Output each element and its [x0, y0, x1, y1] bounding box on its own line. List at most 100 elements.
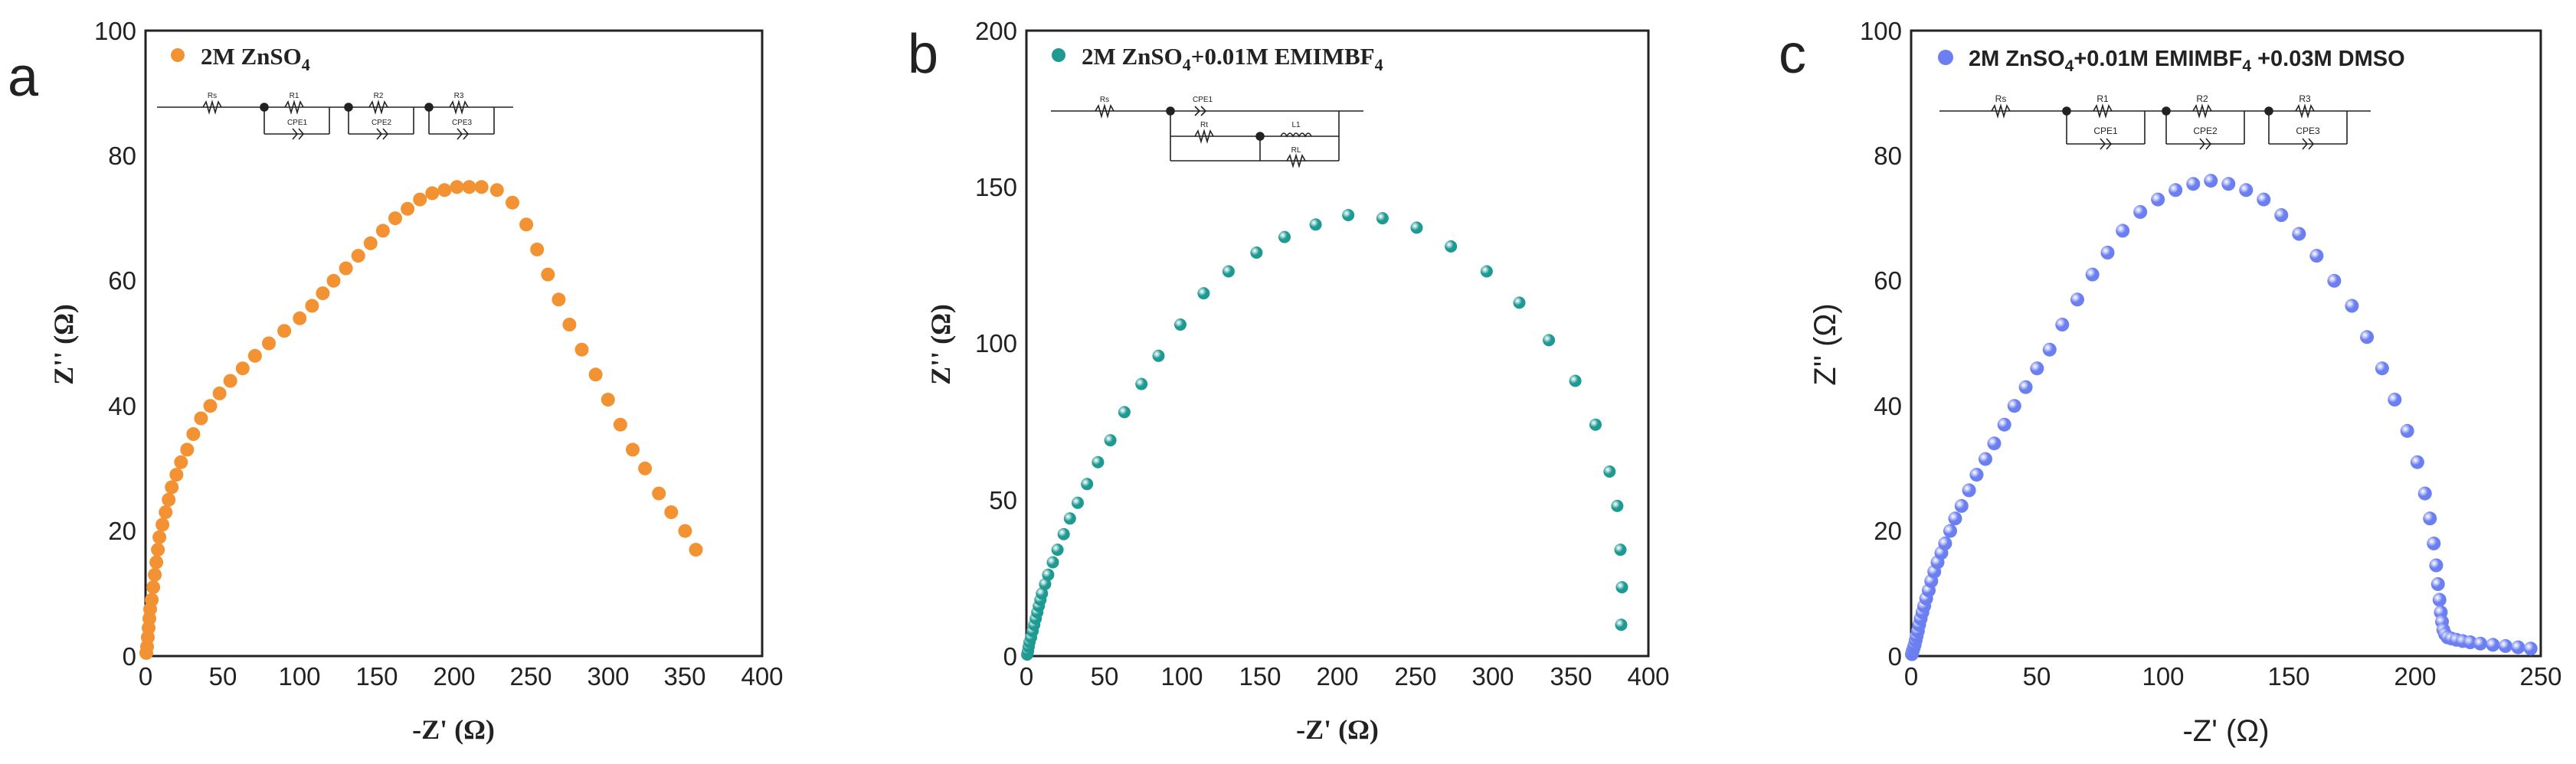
y-ticks-c: 0 20 40 60 80 100: [1860, 17, 1902, 671]
data-point: [316, 286, 330, 301]
inset-circuit-labels-c: Rs R1 CPE1 R2 CPE2 R3 CPE3: [1995, 93, 2320, 136]
y-axis-label-c: Z'' (Ω): [1808, 303, 1842, 385]
data-point: [1948, 511, 1962, 526]
data-point: [1072, 496, 1084, 509]
data-point: [351, 249, 365, 263]
x-tick-label: 150: [355, 662, 398, 691]
data-point: [2400, 423, 2414, 438]
data-point: [2432, 593, 2447, 607]
circuit-label: CPE3: [2296, 126, 2320, 136]
circuit-label: L1: [1291, 121, 1301, 129]
data-point: [530, 242, 545, 256]
data-points-b: [1021, 209, 1628, 661]
plot-frame-b: [1025, 29, 1650, 658]
data-point: [293, 311, 307, 325]
data-point: [388, 211, 402, 226]
data-point: [180, 442, 195, 457]
data-point: [1954, 498, 1969, 513]
circuit-label: Rs: [1100, 96, 1109, 104]
y-tick-label: 0: [123, 642, 136, 671]
x-tick-label: 150: [1239, 662, 1281, 691]
data-point: [552, 292, 566, 307]
data-point: [689, 543, 703, 557]
data-point: [1042, 568, 1055, 581]
data-point: [1611, 499, 1624, 512]
data-point: [2292, 227, 2306, 241]
data-point: [262, 336, 276, 351]
data-point: [2417, 486, 2432, 501]
y-tick-label: 50: [989, 486, 1017, 514]
data-point: [413, 192, 427, 207]
data-point: [1092, 455, 1105, 469]
data-point: [2070, 292, 2084, 307]
data-point: [1603, 465, 1616, 478]
data-point: [1152, 349, 1165, 362]
data-point: [1615, 619, 1628, 632]
legend-label-a: 2M ZnSO4: [201, 43, 310, 74]
circuit-label: RL: [1291, 146, 1301, 155]
circuit-label: R3: [2299, 93, 2311, 104]
data-point: [601, 393, 615, 406]
y-tick-label: 100: [975, 329, 1017, 358]
data-point: [339, 261, 353, 276]
data-point: [2133, 204, 2148, 219]
x-tick-label: 400: [1627, 662, 1669, 691]
circuit-label: Rs: [1995, 93, 2007, 104]
y-tick-label: 40: [108, 392, 136, 420]
data-point: [2410, 455, 2424, 469]
y-axis-label-a: Z'' (Ω): [48, 304, 79, 385]
data-point: [148, 567, 162, 582]
inset-circuit-b: [1051, 103, 1363, 168]
data-point: [235, 361, 250, 376]
data-point: [2360, 330, 2375, 344]
data-point: [652, 486, 666, 501]
data-point: [2309, 249, 2324, 263]
x-tick-label: 250: [1394, 662, 1436, 691]
data-point: [151, 543, 165, 557]
data-point: [2239, 183, 2254, 198]
data-point: [2327, 273, 2342, 288]
legend-c: 2M ZnSO4+0.01M EMIMBF4 +0.03M DMSO: [1938, 47, 2405, 75]
data-point: [305, 299, 319, 313]
data-point: [1063, 512, 1076, 525]
data-point: [2388, 393, 2402, 406]
circuit-label: Rs: [208, 92, 217, 100]
data-point: [574, 342, 589, 357]
data-point: [1969, 468, 1984, 482]
y-tick-label: 100: [94, 17, 136, 45]
data-point: [149, 555, 164, 570]
data-point: [2429, 558, 2443, 573]
data-point: [450, 180, 464, 194]
data-point: [2427, 536, 2441, 550]
circuit-label: Rt: [1200, 121, 1208, 129]
data-point: [2100, 246, 2115, 260]
data-point: [562, 318, 577, 331]
data-point: [155, 517, 170, 532]
data-point: [363, 236, 378, 250]
x-ticks-b: 0 50 100 150 200 250 300 350 400: [1020, 662, 1670, 691]
data-point: [1987, 436, 2002, 451]
data-point: [165, 480, 179, 495]
data-point: [1081, 478, 1094, 491]
data-point: [506, 195, 519, 210]
data-point: [375, 224, 390, 238]
x-tick-label: 300: [1471, 662, 1514, 691]
data-point: [2274, 208, 2289, 222]
data-point: [1222, 265, 1235, 278]
x-tick-label: 200: [2394, 662, 2436, 691]
data-point: [2473, 636, 2488, 651]
data-point: [162, 492, 176, 507]
circuit-label: CPE2: [2193, 126, 2218, 136]
y-tick-label: 200: [975, 17, 1017, 45]
data-point: [152, 530, 167, 544]
y-tick-label: 0: [1888, 642, 1902, 671]
data-point: [1979, 452, 1992, 466]
x-tick-label: 200: [433, 662, 475, 691]
data-point: [212, 386, 227, 400]
data-point: [1376, 212, 1389, 225]
data-point: [2499, 638, 2512, 653]
data-point: [145, 593, 159, 607]
data-point: [186, 427, 201, 441]
inset-circuit-c: [1939, 103, 2371, 150]
